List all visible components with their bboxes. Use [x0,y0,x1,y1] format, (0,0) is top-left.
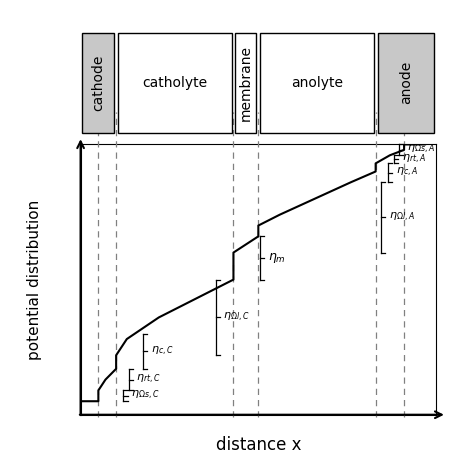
Text: anode: anode [399,61,413,104]
Text: $\eta_{\Omega l,C}$: $\eta_{\Omega l,C}$ [224,311,250,324]
Text: $\eta_{c,C}$: $\eta_{c,C}$ [151,345,173,358]
Text: membrane: membrane [239,45,253,121]
Text: $\eta_{m}$: $\eta_{m}$ [268,251,286,265]
Text: $\eta_{\Omega l,A}$: $\eta_{\Omega l,A}$ [389,211,415,224]
Text: cathode: cathode [91,55,105,111]
Text: potential distribution: potential distribution [27,199,42,360]
Text: distance x: distance x [216,436,301,454]
Text: catholyte: catholyte [142,75,207,90]
Text: $\eta_{\Omega s,C}$: $\eta_{\Omega s,C}$ [131,389,160,402]
Text: $\eta_{rt,A}$: $\eta_{rt,A}$ [402,153,426,166]
Text: anolyte: anolyte [291,75,343,90]
Text: $\eta_{\Omega s,A}$: $\eta_{\Omega s,A}$ [407,144,434,157]
Text: $\eta_{rt,C}$: $\eta_{rt,C}$ [137,373,161,386]
Text: $\eta_{c,A}$: $\eta_{c,A}$ [396,166,418,179]
